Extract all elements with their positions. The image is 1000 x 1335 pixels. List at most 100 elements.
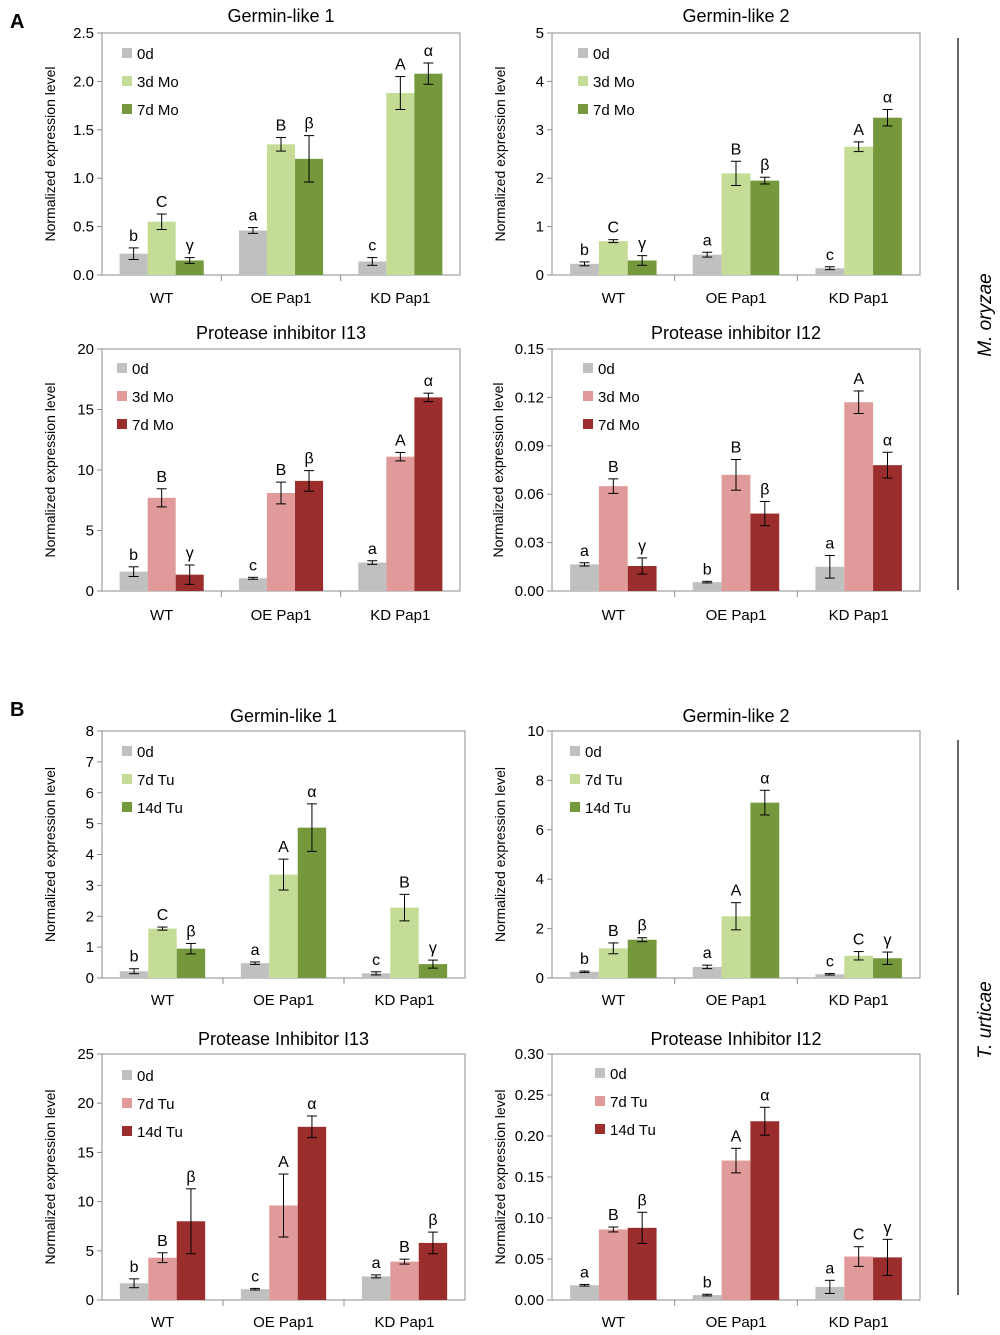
bar — [844, 146, 874, 275]
significance-letter: b — [129, 547, 138, 564]
x-tick-label: WT — [602, 607, 625, 624]
significance-letter: a — [249, 208, 258, 225]
x-tick-label: KD Pap1 — [370, 607, 430, 624]
y-axis-label: Normalized expression level — [490, 382, 506, 557]
significance-letter: b — [130, 949, 139, 966]
significance-letter: B — [276, 462, 287, 479]
significance-letter: A — [731, 1128, 742, 1145]
legend-swatch — [578, 104, 588, 114]
y-tick-label: 2.5 — [73, 25, 94, 42]
y-tick-label: 1.5 — [73, 122, 94, 139]
significance-letter: β — [760, 481, 769, 498]
bar — [240, 1289, 270, 1300]
legend-swatch — [122, 1070, 132, 1080]
legend-label: 7d Mo — [132, 417, 174, 434]
significance-letter: α — [424, 43, 433, 60]
x-tick-label: WT — [151, 1314, 174, 1331]
y-tick-label: 0 — [86, 970, 94, 987]
significance-letter: B — [399, 874, 410, 891]
bar — [297, 1126, 327, 1300]
significance-letter: A — [853, 371, 864, 388]
legend-swatch — [570, 774, 580, 784]
legend-label: 14d Tu — [137, 1124, 183, 1141]
x-tick-label: OE Pap1 — [253, 992, 314, 1009]
legend-label: 0d — [598, 361, 615, 378]
significance-letter: c — [249, 557, 257, 574]
bar — [175, 260, 204, 275]
legend-swatch — [578, 48, 588, 58]
significance-letter: α — [760, 1087, 769, 1104]
legend-swatch — [122, 774, 132, 784]
y-tick-label: 0.20 — [515, 1128, 544, 1145]
chart-2: Germin-like 2 0 1 2 3 4 5 Normalized expression… — [492, 6, 921, 307]
bar — [570, 564, 599, 591]
y-tick-label: 7 — [86, 754, 94, 771]
legend-label: 7d Tu — [610, 1094, 648, 1111]
bar — [570, 263, 599, 275]
significance-letter: β — [186, 923, 195, 940]
chart-4: Protease inhibitor I12 0.00 0.03 0.06 0.09 0.… — [490, 323, 921, 624]
y-tick-label: 4 — [536, 73, 544, 90]
significance-letter: α — [307, 784, 316, 801]
legend-label: 14d Tu — [610, 1122, 656, 1139]
significance-letter: A — [853, 122, 864, 139]
significance-letter: a — [580, 543, 589, 560]
significance-letter: A — [395, 57, 406, 74]
bar — [148, 1257, 177, 1300]
significance-letter: c — [251, 1268, 259, 1285]
chart-grid: Germin-like 1 0.0 0.5 1.0 1.5 2.0 2.5 Normalize… — [42, 6, 921, 1331]
chart-title: Germin-like 1 — [230, 706, 337, 726]
significance-letter: β — [186, 1169, 195, 1186]
x-tick-label: KD Pap1 — [374, 1314, 434, 1331]
y-axis-label: Normalized expression level — [42, 66, 58, 241]
chart-7: Protease Inhibitor I13 0 5 10 15 20 25 Normaliz… — [42, 1029, 466, 1331]
y-tick-label: 20 — [77, 1095, 94, 1112]
bar — [418, 964, 448, 978]
bar — [815, 974, 845, 978]
significance-letter: B — [608, 923, 619, 940]
y-tick-label: 2 — [86, 908, 94, 925]
y-tick-label: 8 — [536, 772, 544, 789]
legend-label: 14d Tu — [137, 800, 183, 817]
significance-letter: B — [276, 118, 287, 135]
significance-letter: β — [638, 918, 647, 935]
x-tick-label: OE Pap1 — [706, 607, 767, 624]
y-tick-label: 25 — [77, 1046, 94, 1063]
bar — [386, 456, 415, 591]
legend-label: 3d Mo — [137, 74, 179, 91]
bar — [721, 474, 751, 591]
y-tick-label: 2 — [536, 170, 544, 187]
y-tick-label: 5 — [86, 523, 94, 540]
bar — [390, 1261, 419, 1300]
significance-letter: b — [703, 561, 712, 578]
significance-letter: α — [760, 770, 769, 787]
bar — [598, 486, 628, 591]
significance-letter: c — [826, 954, 834, 971]
x-tick-label: WT — [602, 290, 625, 307]
legend-label: 0d — [593, 46, 610, 63]
bar — [119, 571, 148, 591]
significance-letter: α — [307, 1096, 316, 1113]
x-tick-label: WT — [602, 992, 625, 1009]
y-axis-label: Normalized expression level — [42, 767, 58, 942]
legend-label: 3d Mo — [598, 389, 640, 406]
significance-letter: C — [853, 932, 865, 949]
x-tick-label: OE Pap1 — [251, 607, 312, 624]
significance-letter: b — [580, 242, 589, 259]
legend-swatch — [583, 363, 593, 373]
legend-label: 7d Mo — [598, 417, 640, 434]
y-tick-label: 3 — [536, 122, 544, 139]
significance-letter: C — [608, 220, 620, 237]
y-tick-label: 0.09 — [515, 438, 544, 455]
bar — [240, 963, 270, 978]
y-tick-label: 6 — [86, 785, 94, 802]
y-tick-label: 0.05 — [515, 1251, 544, 1268]
y-tick-label: 20 — [77, 341, 94, 358]
bar — [692, 1295, 722, 1300]
legend-swatch — [583, 419, 593, 429]
significance-letter: a — [368, 541, 377, 558]
legend-swatch — [122, 1126, 132, 1136]
significance-letter: γ — [883, 932, 891, 949]
legend-label: 0d — [610, 1066, 627, 1083]
bar — [297, 827, 327, 978]
